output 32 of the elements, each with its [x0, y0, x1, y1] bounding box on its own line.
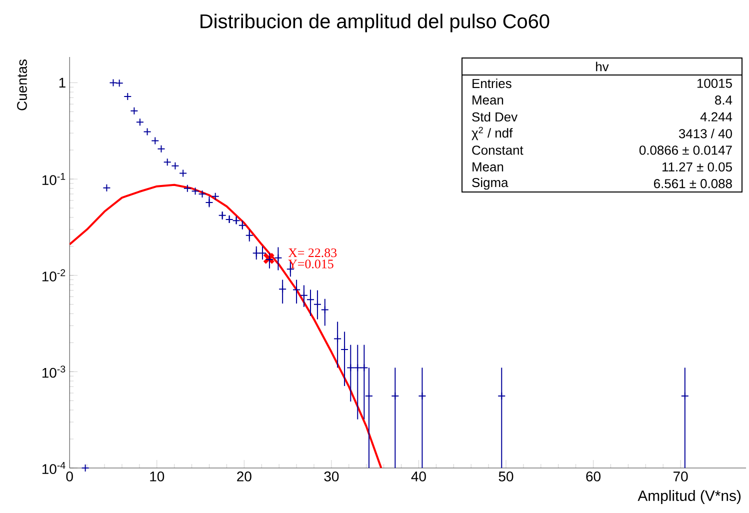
y-axis-title: Cuentas [17, 60, 27, 110]
chart-title: Distribucion de amplitud del pulso Co60 [200, 14, 550, 32]
x-axis-title: Amplitud (V*ns) [638, 490, 741, 504]
annotation: 6.561 ± 0.088 [654, 179, 732, 188]
x-tick-label: 10 [150, 472, 164, 482]
y-tick-label: 1 [59, 78, 66, 88]
annotation: Entries [472, 78, 512, 88]
x-tick-label: 20 [237, 472, 252, 482]
annotation: Mean [472, 162, 504, 172]
annotation: Constant [472, 146, 524, 155]
x-tick-label: 40 [411, 472, 426, 482]
annotation: 0.0866 ± 0.0147 [639, 146, 732, 155]
x-tick-label: 60 [586, 472, 600, 482]
annotation: χ$^{2}$ / ndf [472, 126, 513, 140]
annotation: 8.4 [715, 95, 732, 105]
y-tick-label: 10$^{-4}$ [42, 462, 66, 474]
x-tick-label: 30 [324, 472, 339, 482]
annotation: 4.244 [700, 112, 732, 122]
annotation: 10015 [697, 78, 732, 88]
annotation: X= 22.83 [288, 248, 337, 258]
annotation: Sigma [472, 178, 508, 190]
annotation: Mean [472, 96, 504, 105]
annotation: Std Dev [472, 112, 518, 122]
annotation: 3413 / 40 [678, 128, 732, 138]
annotation: 11.27 ± 0.05 [662, 162, 732, 172]
x-tick-label: 70 [674, 472, 688, 482]
y-tick-label: 10$^{-3}$ [42, 366, 66, 378]
y-tick-label: 10$^{-1}$ [42, 173, 66, 186]
y-tick-label: 10$^{-2}$ [42, 269, 66, 282]
x-tick-label: 0 [66, 472, 73, 482]
x-tick-label: 50 [498, 472, 514, 482]
annotation: hv [596, 62, 609, 72]
